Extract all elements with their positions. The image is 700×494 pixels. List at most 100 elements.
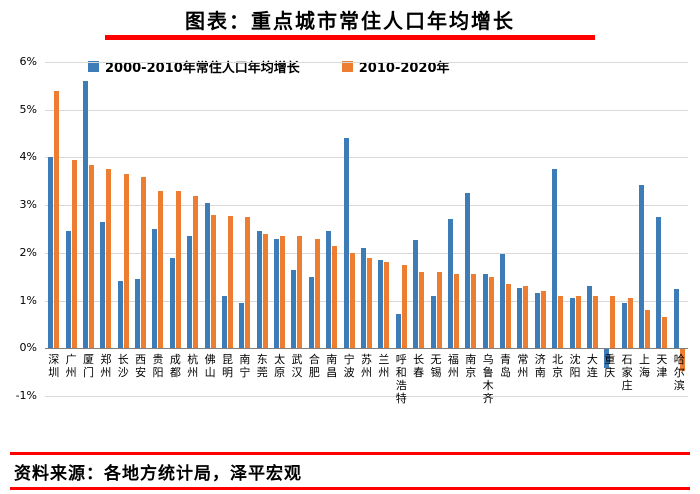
x-axis-label-济南: 济南: [534, 353, 546, 380]
bar-2010-2020-苏州: [367, 257, 372, 349]
x-axis-label-福州: 福州: [447, 353, 459, 380]
x-axis-label-贵阳: 贵阳: [152, 353, 164, 380]
x-axis-label-南京: 南京: [465, 353, 477, 380]
x-axis-label-宁波: 宁波: [343, 353, 355, 380]
bar-2010-2020-呼和浩特: [401, 264, 407, 349]
x-axis-label-合肥: 合肥: [308, 353, 320, 380]
legend: 2000-2010年常住人口年均增长 2010-2020年: [88, 57, 450, 76]
bar-2000-2010-济南: [534, 293, 540, 349]
x-axis-label-西安: 西安: [135, 353, 147, 380]
bar-2000-2010-大连: [586, 286, 592, 349]
x-axis-label-长春: 长春: [413, 353, 425, 380]
bar-2010-2020-南昌: [332, 245, 338, 349]
bar-2000-2010-贵阳: [152, 229, 158, 349]
bar-2010-2020-太原: [280, 236, 286, 349]
bar-2010-2020-成都: [175, 190, 181, 349]
bar-2010-2020-东莞: [262, 233, 268, 349]
bar-2000-2010-南昌: [326, 231, 332, 349]
x-axis-label-北京: 北京: [552, 353, 564, 380]
x-axis-label-呼和浩特: 呼和浩特: [395, 353, 407, 406]
bar-2000-2010-成都: [169, 257, 175, 349]
x-axis-label-昆明: 昆明: [221, 353, 233, 380]
x-axis-label-长沙: 长沙: [117, 353, 129, 380]
x-axis-label-太原: 太原: [274, 353, 286, 380]
gridline: [45, 109, 688, 111]
bar-2010-2020-深圳: [54, 90, 60, 349]
x-axis-label-石家庄: 石家庄: [621, 353, 633, 393]
gridline: [45, 396, 688, 397]
bar-2010-2020-宁波: [349, 252, 355, 349]
x-axis-label-乌鲁木齐: 乌鲁木齐: [482, 353, 494, 406]
gridline: [45, 252, 688, 254]
bar-2010-2020-长春: [419, 271, 425, 349]
x-axis-label-苏州: 苏州: [361, 353, 372, 380]
bar-2000-2010-呼和浩特: [395, 313, 401, 349]
x-axis-label-厦门: 厦门: [82, 353, 94, 380]
bar-2010-2020-佛山: [210, 214, 216, 349]
bar-2010-2020-南京: [471, 274, 477, 349]
bar-2010-2020-兰州: [384, 262, 390, 349]
bar-2000-2010-乌鲁木齐: [482, 274, 488, 349]
bar-2010-2020-石家庄: [627, 298, 633, 349]
bar-2000-2010-南宁: [239, 302, 245, 349]
bar-2000-2010-天津: [656, 217, 662, 349]
bar-2010-2020-福州: [453, 274, 459, 349]
x-axis-label-重庆: 重庆: [604, 353, 616, 380]
legend-label-2010-2020: 2010-2020年: [358, 61, 450, 76]
bar-2000-2010-佛山: [204, 202, 210, 349]
x-axis-label-深圳: 深圳: [48, 353, 60, 380]
x-axis-label-杭州: 杭州: [187, 353, 199, 380]
bar-2010-2020-昆明: [227, 215, 233, 349]
x-axis-label-南昌: 南昌: [326, 353, 338, 380]
bar-2000-2010-哈尔滨: [673, 288, 679, 349]
bar-2010-2020-常州: [523, 286, 529, 349]
legend-label-2000-2010: 2000-2010年常住人口年均增长: [105, 61, 300, 76]
bar-2010-2020-济南: [540, 291, 546, 349]
bottom-border-line: [10, 487, 690, 490]
legend-swatch-orange: [341, 61, 353, 72]
y-axis-tick-label: 5%: [19, 102, 37, 116]
x-axis-label-天津: 天津: [656, 353, 668, 380]
bar-2010-2020-广州: [71, 159, 77, 349]
bar-2010-2020-西安: [141, 176, 147, 349]
y-axis-tick-label: 2%: [19, 245, 37, 259]
x-axis-label-佛山: 佛山: [204, 353, 216, 380]
bar-2000-2010-长春: [413, 239, 419, 349]
x-axis-label-南宁: 南宁: [239, 353, 251, 380]
bar-2000-2010-青岛: [500, 254, 506, 349]
bar-2000-2010-南京: [465, 193, 471, 349]
bar-2000-2010-福州: [447, 218, 453, 349]
x-axis-label-广州: 广州: [65, 353, 77, 380]
bar-2010-2020-郑州: [106, 169, 112, 349]
bar-2000-2010-无锡: [430, 295, 436, 349]
x-axis-label-无锡: 无锡: [430, 353, 442, 380]
y-axis-tick-label: 3%: [19, 198, 37, 212]
x-axis-label-青岛: 青岛: [500, 353, 512, 380]
bar-2010-2020-上海: [645, 310, 651, 349]
bar-2000-2010-杭州: [187, 236, 193, 349]
gridline: [45, 300, 688, 302]
bar-2000-2010-长沙: [117, 281, 123, 349]
y-axis-tick-label: -1%: [15, 389, 37, 402]
bar-2010-2020-贵阳: [158, 190, 164, 349]
x-axis-label-沈阳: 沈阳: [569, 353, 581, 380]
bar-2010-2020-哈尔滨: [679, 349, 685, 371]
x-axis-label-武汉: 武汉: [291, 353, 303, 380]
bar-2010-2020-合肥: [314, 238, 320, 349]
bar-2000-2010-合肥: [308, 276, 314, 349]
y-axis-tick-label: 0%: [19, 341, 37, 355]
y-axis-tick-label: 4%: [19, 150, 37, 164]
source-divider-line: [10, 452, 690, 455]
x-axis-label-成都: 成都: [169, 353, 181, 380]
bar-2000-2010-苏州: [361, 248, 366, 349]
page-title: 图表：重点城市常住人口年均增长: [185, 9, 515, 33]
bar-2010-2020-天津: [662, 317, 668, 349]
legend-item-2000-2010: 2000-2010年常住人口年均增长: [88, 57, 300, 76]
plot-area: 深圳 广州 厦门 郑州 长沙 西安 贵阳 成都 杭州 佛山 昆明 南宁 东莞 太原 武汉 合肥 南昌 宁波 苏州 兰州…: [45, 62, 688, 405]
bar-2010-2020-武汉: [297, 236, 303, 349]
x-axis-label-兰州: 兰州: [378, 353, 390, 380]
bar-2000-2010-太原: [274, 238, 280, 349]
bar-2000-2010-厦门: [82, 81, 88, 349]
x-axis-label-郑州: 郑州: [100, 353, 112, 380]
